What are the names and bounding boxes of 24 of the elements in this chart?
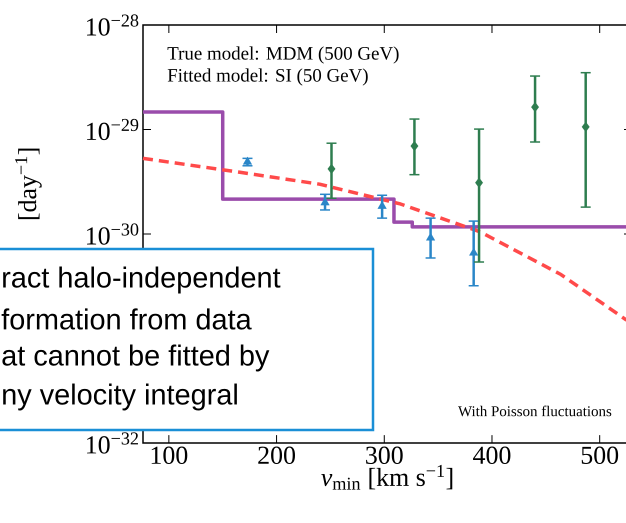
y-tick-label: 10$^{−30}$ [87,223,138,245]
annotation: True model: MDM (500 GeV) [168,46,399,64]
y-tick-label: 10$^{−28}$ [87,14,138,36]
annotation: at cannot be fitted by [2,344,270,372]
x-tick-label: 400 [473,446,510,464]
y-tick-label: 10$^{−32}$ [87,432,138,454]
point [242,156,252,165]
point [475,177,484,188]
annotation: ny velocity integral [3,384,237,410]
annotation: With Poisson fluctuations [458,406,612,416]
point [328,164,336,174]
x-tick-label: 200 [258,446,296,464]
annotation: Fitted model: SI (50 GeV) [168,68,368,86]
x-tick-label: 500 [582,446,618,464]
y-tick-label: 10$^{−29}$ [87,118,138,140]
annotation: ract halo-independent [3,266,280,294]
annotation: formation from data [2,308,252,330]
y-axis-title: [day$^{−1}$] [15,148,42,220]
x-axis-title: v$_{min}$ [km s$^{−1}$] [321,464,452,490]
point [582,122,590,132]
x-tick-label: 300 [366,446,403,464]
point [531,102,540,112]
point [410,140,418,152]
x-tick-label: 100 [152,446,188,464]
